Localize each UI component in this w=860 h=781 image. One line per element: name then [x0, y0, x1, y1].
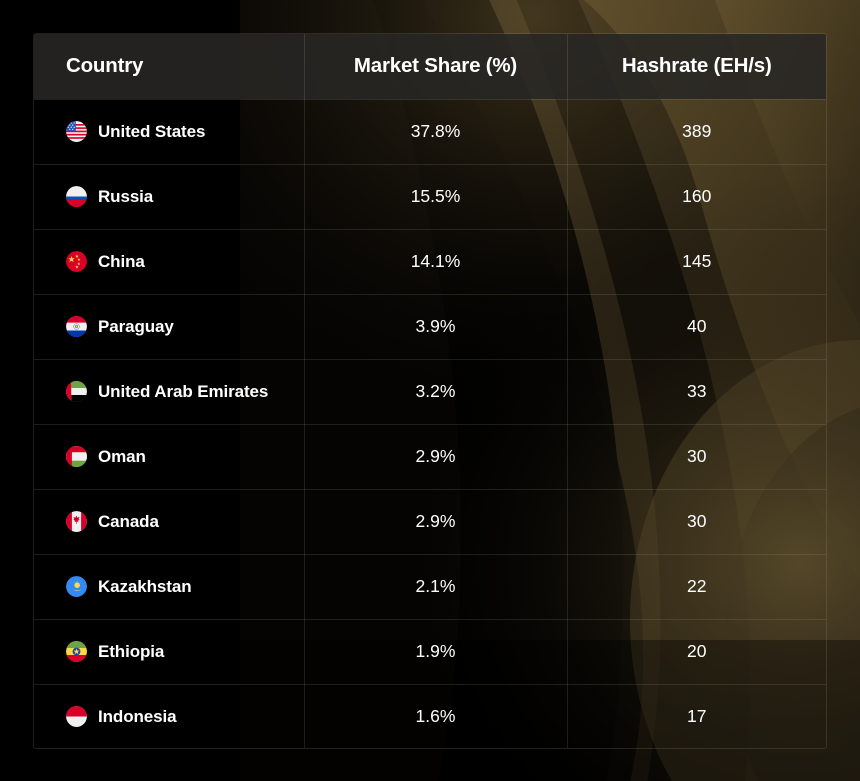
- flag-oman-icon: [66, 446, 87, 467]
- cell-market-share: 3.2%: [304, 359, 568, 425]
- cell-country: United Arab Emirates: [34, 359, 305, 425]
- cell-market-share: 1.9%: [304, 619, 568, 685]
- table-row[interactable]: Kazakhstan 2.1% 22: [34, 554, 826, 620]
- flag-china-icon: [66, 251, 87, 272]
- cell-market-share: 2.9%: [304, 424, 568, 490]
- cell-hashrate: 20: [567, 619, 826, 685]
- cell-country: China: [34, 229, 305, 295]
- hashrate-table-container: Country Market Share (%) Hashrate (EH/s)…: [33, 33, 827, 749]
- flag-paraguay-icon: [66, 316, 87, 337]
- table-row[interactable]: United Arab Emirates 3.2% 33: [34, 359, 826, 425]
- flag-kazakhstan-icon: [66, 576, 87, 597]
- column-header-market-share[interactable]: Market Share (%): [304, 34, 568, 100]
- cell-hashrate: 22: [567, 554, 826, 620]
- cell-country: United States: [34, 99, 305, 165]
- flag-ethiopia-icon: [66, 641, 87, 662]
- table-row[interactable]: United States 37.8% 389: [34, 99, 826, 165]
- cell-country: Kazakhstan: [34, 554, 305, 620]
- cell-hashrate: 30: [567, 489, 826, 555]
- cell-hashrate: 145: [567, 229, 826, 295]
- cell-country: Ethiopia: [34, 619, 305, 685]
- table-row[interactable]: Oman 2.9% 30: [34, 424, 826, 490]
- cell-market-share: 37.8%: [304, 99, 568, 165]
- country-hashrate-table: Country Market Share (%) Hashrate (EH/s)…: [34, 34, 826, 748]
- cell-market-share: 2.1%: [304, 554, 568, 620]
- table-row[interactable]: Paraguay 3.9% 40: [34, 294, 826, 360]
- cell-hashrate: 40: [567, 294, 826, 360]
- cell-hashrate: 17: [687, 706, 707, 727]
- cell-market-share: 1.6%: [304, 684, 568, 748]
- country-name-label: China: [98, 251, 145, 271]
- flag-canada-icon: [66, 511, 87, 532]
- table-row[interactable]: Canada 2.9% 30: [34, 489, 826, 555]
- country-name-label: Canada: [98, 511, 159, 531]
- cell-country: Oman: [34, 424, 305, 490]
- flag-russia-icon: [66, 186, 87, 207]
- table-body: United States 37.8% 389 Russia 15.5% 160 China…: [34, 99, 826, 748]
- country-name-label: United Arab Emirates: [98, 381, 269, 401]
- cell-market-share: 14.1%: [304, 229, 568, 295]
- table-row[interactable]: China 14.1% 145: [34, 229, 826, 295]
- table-row[interactable]: Indonesia 1.6% 17: [34, 684, 826, 748]
- cell-market-share: 3.9%: [304, 294, 568, 360]
- cell-hashrate: 389: [567, 99, 826, 165]
- cell-market-share: 15.5%: [304, 164, 568, 230]
- cell-hashrate: 30: [567, 424, 826, 490]
- cell-market-share: 2.9%: [304, 489, 568, 555]
- column-header-hashrate[interactable]: Hashrate (EH/s): [567, 34, 826, 100]
- header-row: Country Market Share (%) Hashrate (EH/s): [34, 34, 826, 100]
- cell-hashrate: 33: [567, 359, 826, 425]
- country-name-label: Paraguay: [98, 316, 174, 336]
- cell-country: Indonesia: [34, 684, 305, 748]
- table-row[interactable]: Ethiopia 1.9% 20: [34, 619, 826, 685]
- country-name-label: Ethiopia: [98, 641, 165, 661]
- country-name-label: Oman: [98, 446, 146, 466]
- table-row[interactable]: Russia 15.5% 160: [34, 164, 826, 230]
- cell-country: Russia: [34, 164, 305, 230]
- flag-uae-icon: [66, 381, 87, 402]
- country-name-label: Russia: [98, 186, 154, 206]
- column-header-country[interactable]: Country: [34, 34, 305, 100]
- country-name-label: United States: [98, 121, 206, 141]
- table-header: Country Market Share (%) Hashrate (EH/s): [34, 34, 826, 100]
- flag-united-states-icon: [66, 121, 87, 142]
- cell-country: Canada: [34, 489, 305, 555]
- cell-country: Paraguay: [34, 294, 305, 360]
- flag-indonesia-icon: [66, 706, 87, 728]
- cell-hashrate: 160: [567, 164, 826, 230]
- country-name-label: Indonesia: [98, 706, 177, 726]
- country-name-label: Kazakhstan: [98, 576, 192, 596]
